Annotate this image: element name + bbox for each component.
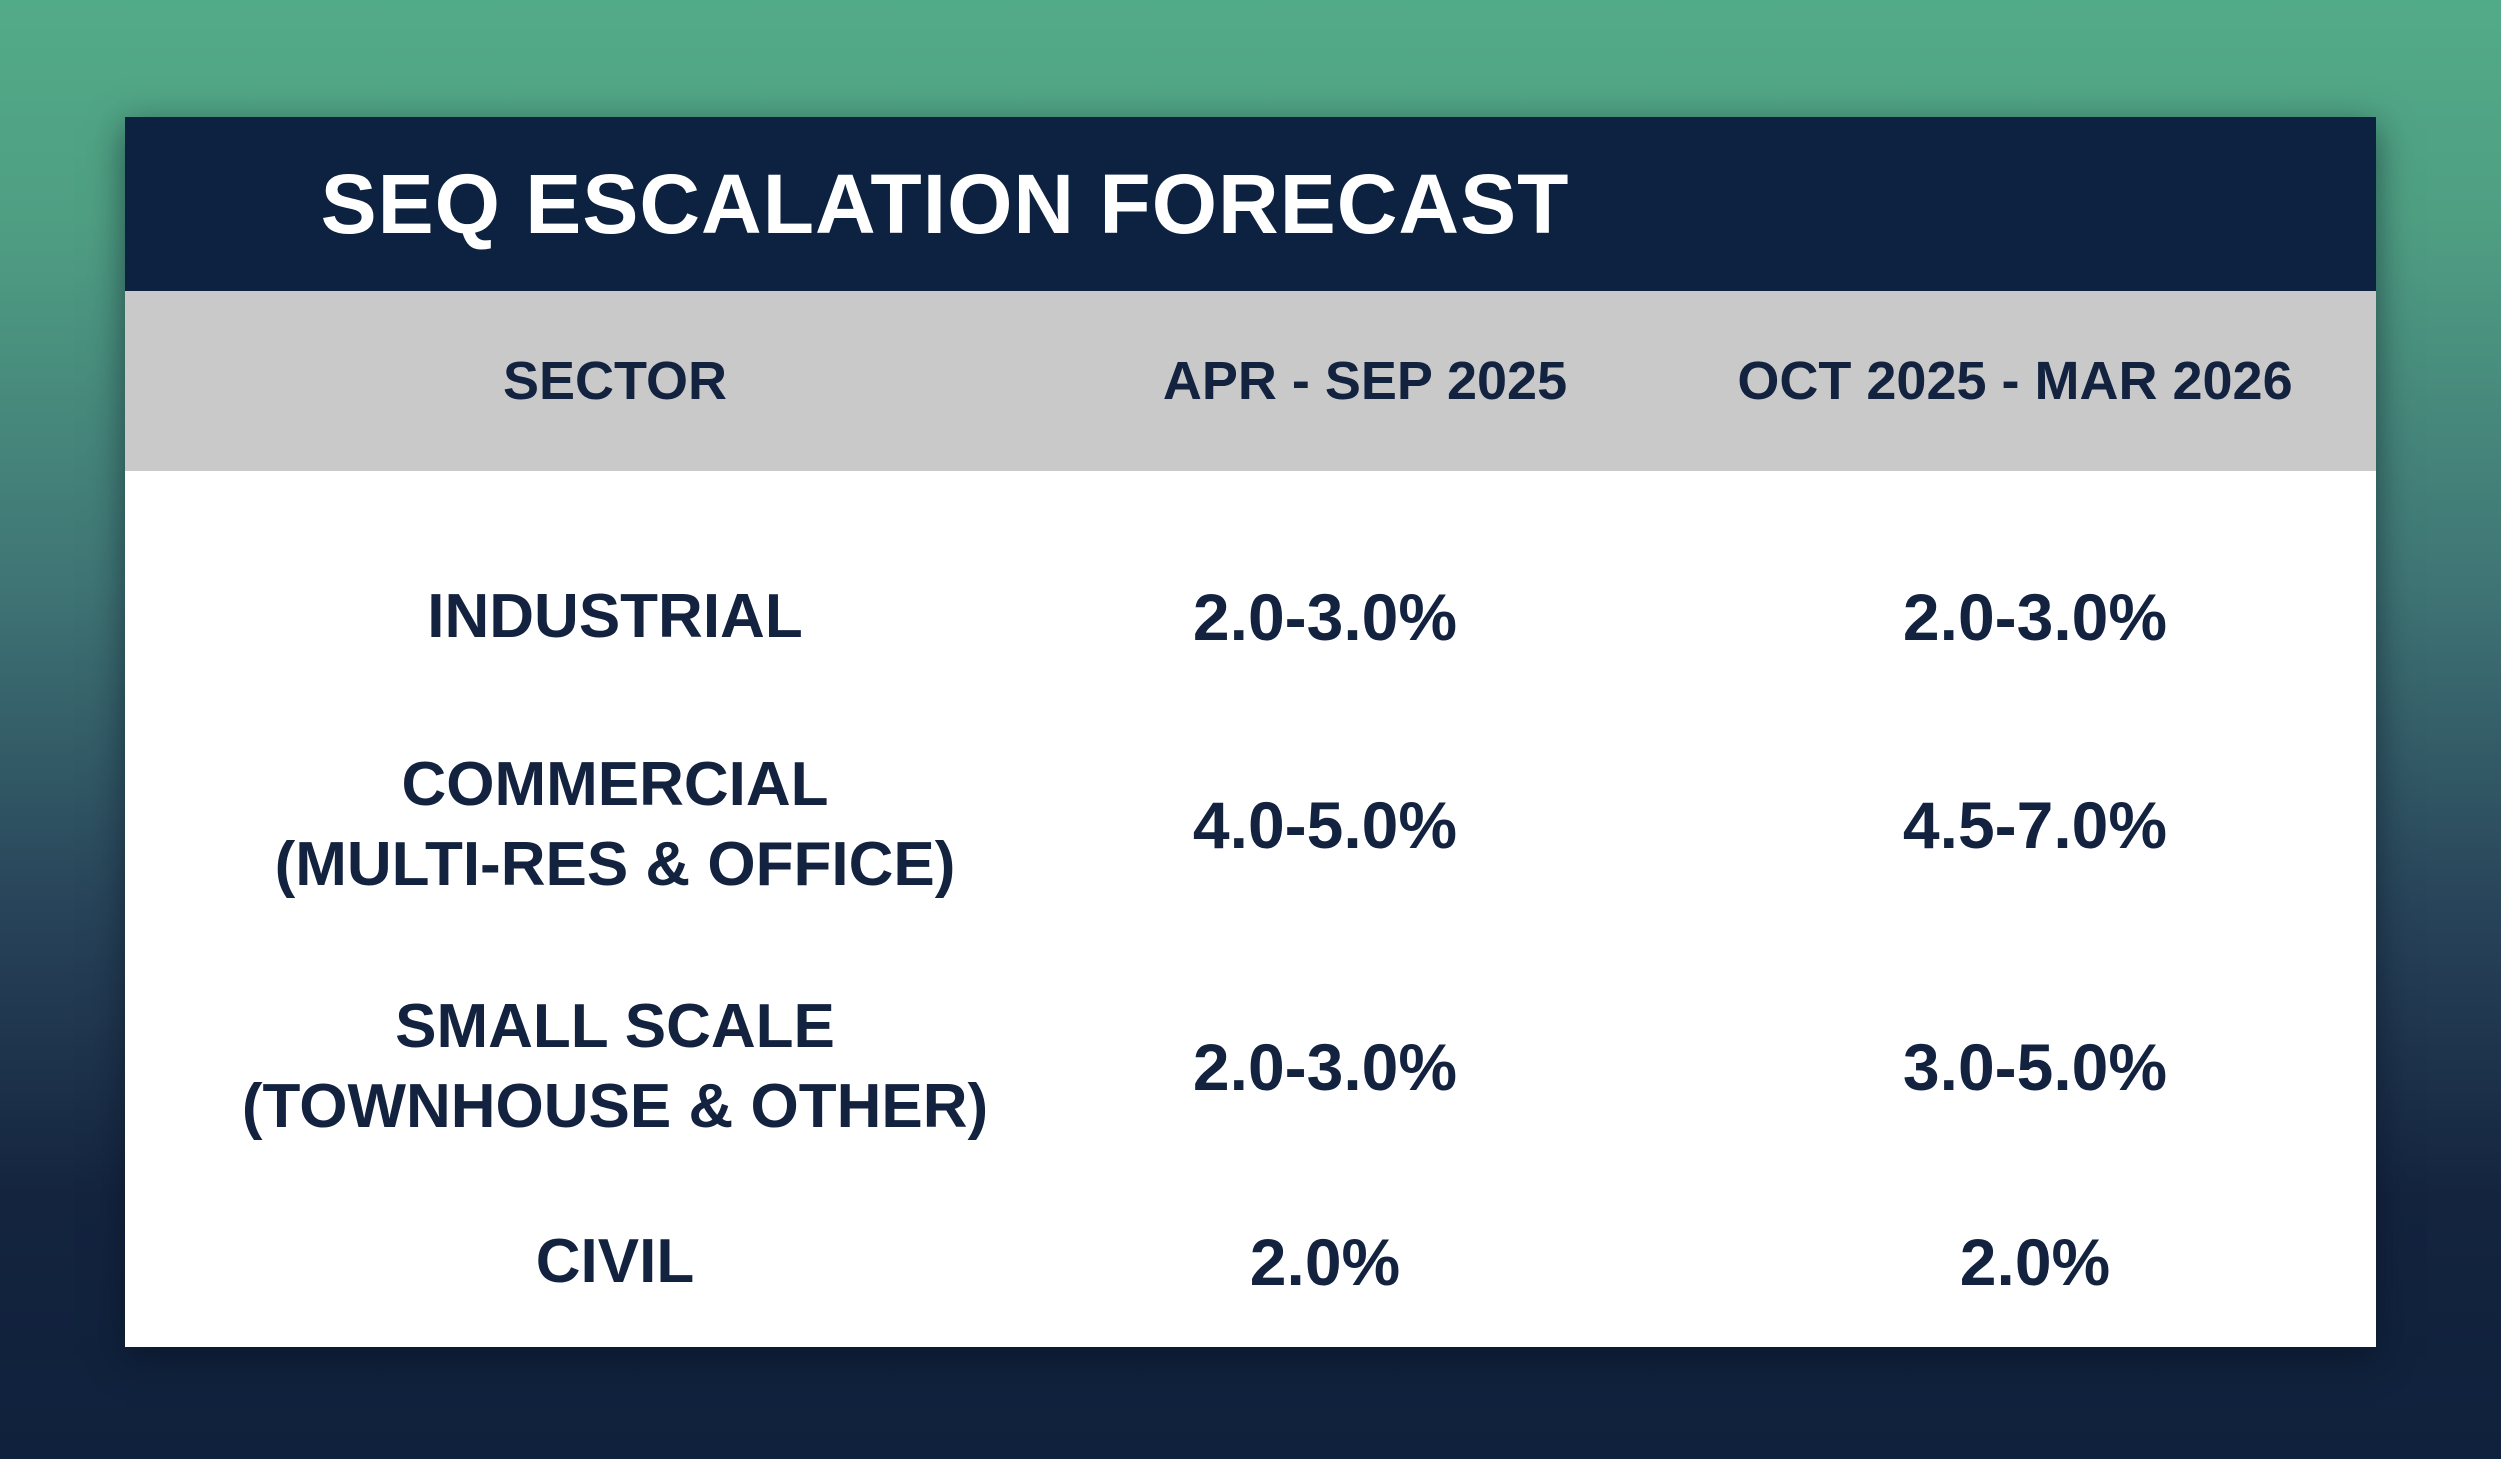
sector-sublabel: (MULTI-RES & OFFICE) [274, 830, 956, 899]
value-oct-2025-mar-2026: 2.0-3.0% [1902, 580, 2168, 654]
table-title: SEQ ESCALATION FORECAST [320, 157, 1570, 251]
sector-cell: CIVIL [215, 1202, 1015, 1322]
column-header-oct-2025-mar-2026: OCT 2025 - MAR 2026 [1737, 351, 2293, 411]
sector-cell: SMALL SCALE (TOWNHOUSE & OTHER) [215, 977, 1015, 1157]
value-apr-sep-2025: 2.0-3.0% [1192, 580, 1458, 654]
sector-sublabel: (TOWNHOUSE & OTHER) [241, 1072, 989, 1141]
value-oct-2025-mar-2026: 3.0-5.0% [1902, 1030, 2168, 1104]
table-row-civil: CIVIL 2.0% 2.0% [125, 1202, 2376, 1322]
value-apr-sep-2025: 2.0-3.0% [1192, 1030, 1458, 1104]
title-bar: SEQ ESCALATION FORECAST [125, 117, 2376, 291]
sector-cell: COMMERCIAL (MULTI-RES & OFFICE) [215, 735, 1015, 915]
value-oct-2025-mar-2026: 2.0% [1959, 1225, 2111, 1299]
table-row-small-scale: SMALL SCALE (TOWNHOUSE & OTHER) 2.0-3.0%… [125, 977, 2376, 1157]
column-header-row: SECTOR APR - SEP 2025 OCT 2025 - MAR 202… [125, 291, 2376, 471]
value-oct-2025-mar-2026: 4.5-7.0% [1902, 788, 2168, 862]
column-header-apr-sep-2025: APR - SEP 2025 [1162, 351, 1568, 411]
table-row-commercial: COMMERCIAL (MULTI-RES & OFFICE) 4.0-5.0%… [125, 735, 2376, 915]
forecast-table: SEQ ESCALATION FORECAST SECTOR APR - SEP… [125, 117, 2376, 1347]
sector-label: SMALL SCALE [395, 992, 835, 1061]
sector-cell: INDUSTRIAL [215, 537, 1015, 697]
column-header-sector: SECTOR [502, 351, 728, 411]
value-apr-sep-2025: 2.0% [1249, 1225, 1401, 1299]
sector-label: COMMERCIAL [401, 750, 829, 819]
sector-label: CIVIL [535, 1227, 695, 1296]
sector-label: INDUSTRIAL [427, 582, 803, 651]
value-apr-sep-2025: 4.0-5.0% [1192, 788, 1458, 862]
table-row-industrial: INDUSTRIAL 2.0-3.0% 2.0-3.0% [125, 537, 2376, 697]
